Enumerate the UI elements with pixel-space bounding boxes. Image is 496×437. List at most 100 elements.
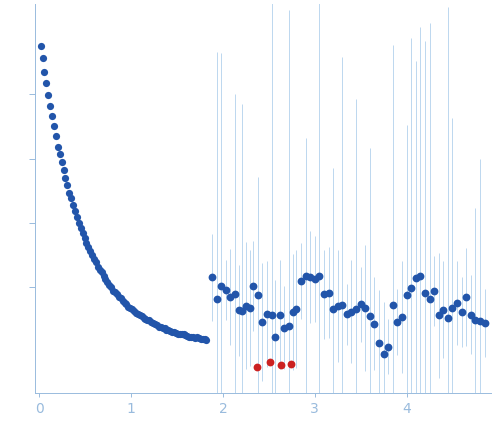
Point [153, 322, 161, 329]
Point [52, 133, 60, 140]
Point [334, 303, 342, 310]
Point [159, 324, 167, 331]
Point [63, 181, 71, 188]
Point [145, 317, 153, 324]
Point [375, 340, 383, 347]
Point [285, 323, 293, 330]
Point [222, 286, 230, 293]
Point [168, 328, 176, 335]
Point [389, 302, 397, 309]
Point [75, 219, 83, 226]
Point [448, 305, 456, 312]
Point [289, 309, 297, 316]
Point [132, 309, 140, 316]
Point [94, 263, 102, 270]
Point [293, 305, 301, 312]
Point [379, 350, 387, 357]
Point [198, 336, 206, 343]
Point [139, 314, 147, 321]
Point [276, 312, 284, 319]
Point [361, 305, 369, 312]
Point [157, 323, 165, 330]
Point [254, 291, 262, 298]
Point [213, 295, 221, 302]
Point [266, 358, 274, 365]
Point [113, 290, 121, 297]
Point [121, 300, 128, 307]
Point [306, 274, 314, 281]
Point [170, 329, 178, 336]
Point [69, 202, 77, 209]
Point [238, 308, 246, 315]
Point [111, 288, 119, 295]
Point [82, 239, 90, 246]
Point [444, 314, 452, 321]
Point [412, 274, 420, 281]
Point [103, 278, 111, 285]
Point [297, 277, 305, 284]
Point [271, 334, 279, 341]
Point [136, 312, 144, 319]
Point [226, 293, 234, 300]
Point [126, 305, 134, 312]
Point [90, 256, 98, 263]
Point [287, 360, 295, 367]
Point [43, 80, 51, 87]
Point [193, 334, 201, 341]
Point [151, 321, 159, 328]
Point [155, 323, 163, 330]
Point [357, 301, 365, 308]
Point [143, 316, 151, 323]
Point [182, 332, 189, 339]
Point [197, 336, 205, 343]
Point [73, 213, 81, 220]
Point [50, 122, 58, 129]
Point [200, 336, 208, 343]
Point [54, 143, 62, 150]
Point [141, 316, 149, 323]
Point [439, 306, 447, 313]
Point [403, 291, 411, 298]
Point [481, 319, 489, 326]
Point [263, 310, 271, 317]
Point [195, 335, 203, 342]
Point [191, 334, 199, 341]
Point [149, 319, 157, 326]
Point [258, 319, 266, 326]
Point [407, 285, 415, 292]
Point [117, 295, 124, 302]
Point [62, 174, 69, 181]
Point [320, 291, 328, 298]
Point [277, 361, 285, 368]
Point [476, 317, 484, 324]
Point [338, 301, 346, 308]
Point [107, 284, 115, 291]
Point [430, 288, 438, 295]
Point [311, 276, 319, 283]
Point [163, 326, 171, 333]
Point [472, 316, 480, 323]
Point [246, 305, 253, 312]
Point [249, 283, 257, 290]
Point [324, 289, 332, 296]
Point [37, 43, 45, 50]
Point [44, 92, 52, 99]
Point [217, 283, 225, 290]
Point [421, 289, 429, 296]
Point [371, 320, 378, 327]
Point [348, 308, 356, 315]
Point [124, 303, 132, 310]
Point [77, 224, 85, 231]
Point [366, 313, 374, 320]
Point [67, 195, 75, 202]
Point [178, 330, 186, 337]
Point [180, 331, 187, 338]
Point [102, 275, 110, 282]
Point [343, 311, 351, 318]
Point [384, 343, 392, 350]
Point [56, 150, 63, 157]
Point [92, 259, 100, 266]
Point [80, 234, 88, 241]
Point [134, 310, 142, 317]
Point [434, 312, 442, 319]
